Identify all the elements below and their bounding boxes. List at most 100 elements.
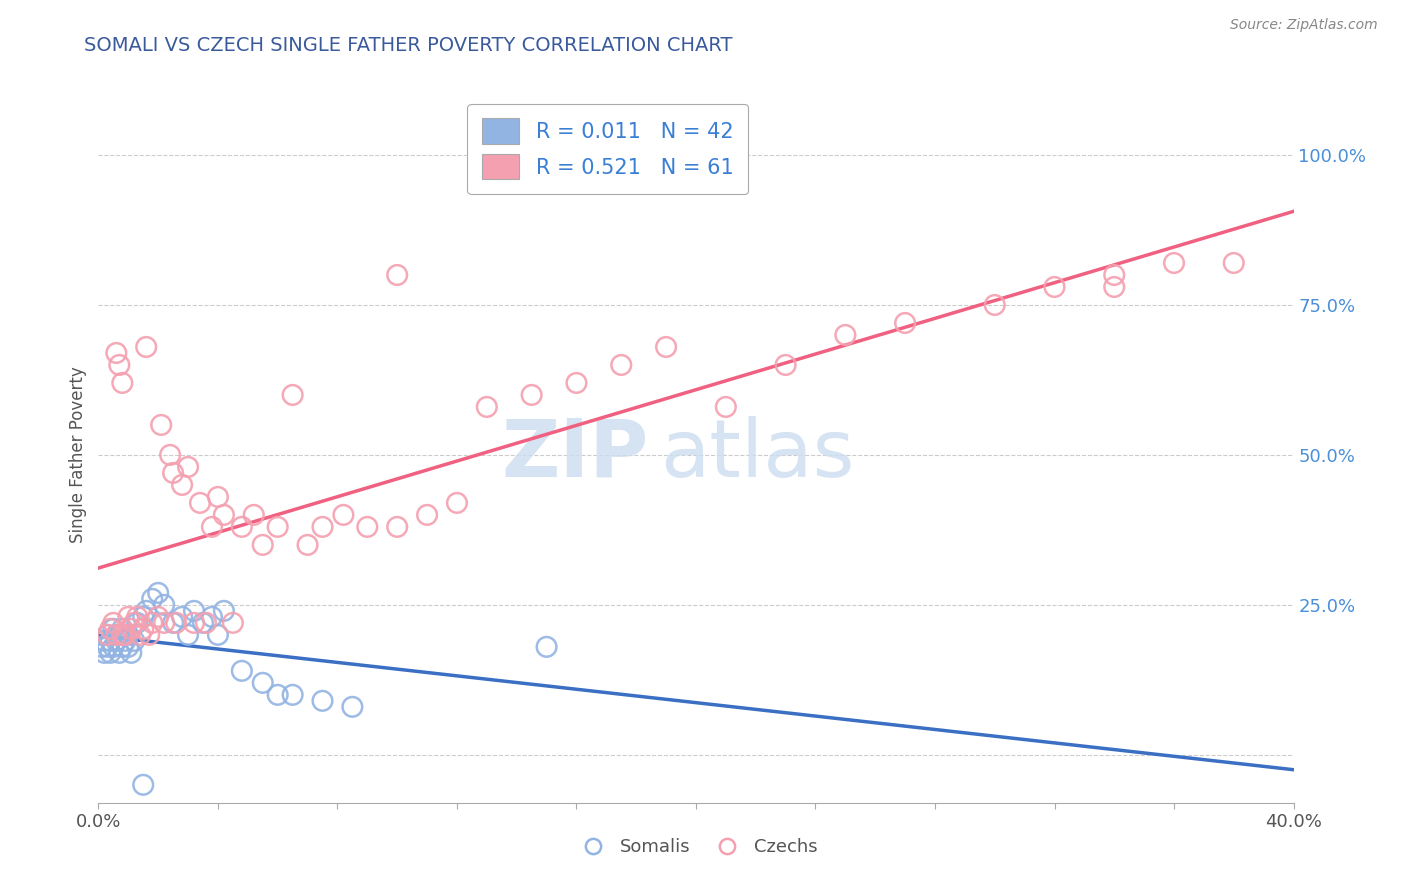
Point bbox=[108, 358, 131, 372]
Point bbox=[96, 628, 118, 642]
Point bbox=[172, 610, 194, 624]
Point bbox=[127, 610, 149, 624]
Text: Source: ZipAtlas.com: Source: ZipAtlas.com bbox=[1230, 18, 1378, 32]
Point bbox=[252, 676, 274, 690]
Point bbox=[332, 508, 354, 522]
Legend: Somalis, Czechs: Somalis, Czechs bbox=[568, 831, 824, 863]
Point bbox=[150, 417, 173, 432]
Point bbox=[1163, 256, 1185, 270]
Point bbox=[231, 520, 253, 534]
Point bbox=[93, 633, 115, 648]
Point bbox=[267, 688, 290, 702]
Point bbox=[565, 376, 588, 390]
Point bbox=[114, 633, 136, 648]
Point bbox=[385, 268, 409, 282]
Point bbox=[475, 400, 498, 414]
Point bbox=[117, 640, 139, 654]
Point bbox=[834, 328, 856, 343]
Point bbox=[129, 628, 152, 642]
Point bbox=[117, 610, 139, 624]
Point bbox=[714, 400, 737, 414]
Point bbox=[1104, 268, 1126, 282]
Point bbox=[127, 615, 149, 630]
Point bbox=[108, 628, 131, 642]
Y-axis label: Single Father Poverty: Single Father Poverty bbox=[69, 367, 87, 543]
Point bbox=[356, 520, 378, 534]
Point bbox=[775, 358, 797, 372]
Point bbox=[141, 591, 163, 606]
Point bbox=[114, 628, 136, 642]
Point bbox=[231, 664, 253, 678]
Point bbox=[162, 615, 184, 630]
Point bbox=[153, 615, 176, 630]
Point bbox=[105, 628, 128, 642]
Point bbox=[311, 694, 333, 708]
Point bbox=[98, 622, 122, 636]
Point bbox=[90, 640, 112, 654]
Text: atlas: atlas bbox=[661, 416, 855, 494]
Point bbox=[655, 340, 678, 354]
Point bbox=[132, 610, 155, 624]
Point bbox=[267, 520, 290, 534]
Point bbox=[191, 615, 214, 630]
Point bbox=[98, 633, 122, 648]
Point bbox=[124, 633, 146, 648]
Point bbox=[177, 459, 200, 474]
Point bbox=[132, 622, 155, 636]
Point bbox=[1223, 256, 1246, 270]
Point bbox=[135, 340, 157, 354]
Point bbox=[252, 538, 274, 552]
Point bbox=[172, 478, 194, 492]
Point bbox=[138, 628, 160, 642]
Point bbox=[111, 628, 134, 642]
Point bbox=[243, 508, 266, 522]
Point bbox=[117, 628, 139, 642]
Point bbox=[105, 628, 128, 642]
Point bbox=[207, 490, 229, 504]
Point bbox=[984, 298, 1007, 312]
Point bbox=[222, 615, 245, 630]
Point bbox=[111, 376, 134, 390]
Point bbox=[103, 615, 125, 630]
Point bbox=[148, 586, 170, 600]
Point bbox=[148, 610, 170, 624]
Point bbox=[132, 778, 155, 792]
Point bbox=[159, 448, 181, 462]
Point bbox=[342, 699, 364, 714]
Point bbox=[177, 628, 200, 642]
Point bbox=[281, 688, 304, 702]
Point bbox=[1104, 280, 1126, 294]
Point bbox=[105, 633, 128, 648]
Point bbox=[183, 604, 205, 618]
Point bbox=[195, 615, 218, 630]
Point bbox=[297, 538, 319, 552]
Point bbox=[281, 388, 304, 402]
Point bbox=[311, 520, 333, 534]
Text: SOMALI VS CZECH SINGLE FATHER POVERTY CORRELATION CHART: SOMALI VS CZECH SINGLE FATHER POVERTY CO… bbox=[84, 36, 733, 54]
Point bbox=[98, 646, 122, 660]
Point bbox=[212, 508, 235, 522]
Point bbox=[385, 520, 409, 534]
Point bbox=[162, 466, 184, 480]
Point bbox=[201, 520, 224, 534]
Point bbox=[188, 496, 211, 510]
Point bbox=[96, 640, 118, 654]
Point bbox=[212, 604, 235, 618]
Point bbox=[103, 640, 125, 654]
Point bbox=[108, 646, 131, 660]
Point bbox=[120, 646, 142, 660]
Point bbox=[536, 640, 558, 654]
Point bbox=[111, 622, 134, 636]
Point bbox=[153, 598, 176, 612]
Point bbox=[165, 615, 187, 630]
Point bbox=[416, 508, 439, 522]
Point bbox=[141, 615, 163, 630]
Point bbox=[96, 628, 118, 642]
Point bbox=[894, 316, 917, 330]
Point bbox=[207, 628, 229, 642]
Point bbox=[111, 640, 134, 654]
Point bbox=[201, 610, 224, 624]
Point bbox=[124, 615, 146, 630]
Text: ZIP: ZIP bbox=[501, 416, 648, 494]
Point bbox=[610, 358, 633, 372]
